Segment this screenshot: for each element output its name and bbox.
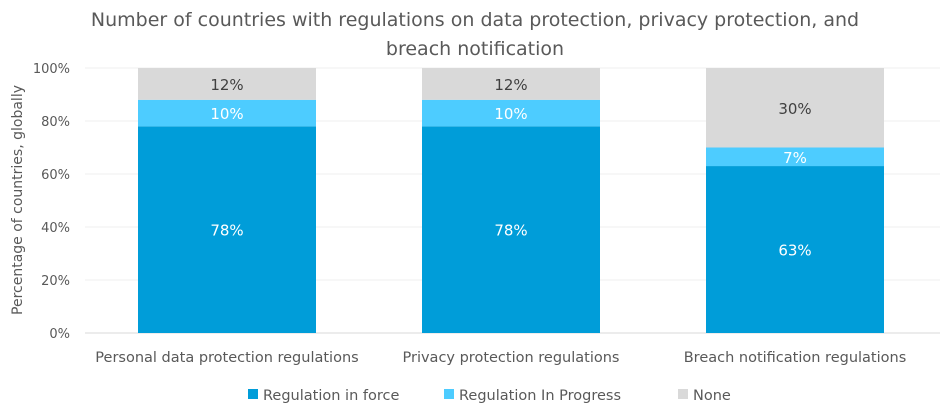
y-tick-label: 20% <box>41 274 70 289</box>
y-tick-label: 60% <box>41 168 70 183</box>
bar-segment <box>422 68 600 100</box>
data-label: 30% <box>778 100 811 118</box>
chart-title-line-2: breach notification <box>386 38 564 60</box>
data-label: 10% <box>494 105 527 123</box>
bar-segment <box>138 99 316 127</box>
bar-segment <box>138 126 316 333</box>
data-label: 78% <box>494 222 527 240</box>
legend-swatch <box>678 389 688 399</box>
bar-segment <box>138 68 316 100</box>
chart-title-line-1: Number of countries with regulations on … <box>91 9 859 31</box>
bar-segment <box>422 99 600 127</box>
x-tick-label: Breach notification regulations <box>684 350 907 366</box>
data-label: 7% <box>783 149 807 167</box>
data-label: 63% <box>778 242 811 260</box>
bar-segment <box>706 166 884 333</box>
data-label: 12% <box>494 76 527 94</box>
bar-segment <box>422 126 600 333</box>
legend-swatch <box>248 389 258 399</box>
bar-segment <box>706 68 884 148</box>
x-tick-label: Personal data protection regulations <box>95 350 358 366</box>
legend-label: Regulation In Progress <box>459 388 621 404</box>
y-axis-label: Percentage of countries, globally <box>10 85 26 315</box>
data-label: 12% <box>210 76 243 94</box>
legend-swatch <box>444 389 454 399</box>
legend-label: Regulation in force <box>263 388 399 404</box>
data-label: 10% <box>210 105 243 123</box>
legend-label: None <box>693 388 731 404</box>
y-tick-label: 80% <box>41 115 70 130</box>
y-tick-label: 100% <box>33 62 70 77</box>
y-tick-label: 40% <box>41 221 70 236</box>
bar-segment <box>706 147 884 167</box>
data-label: 78% <box>210 222 243 240</box>
x-tick-label: Privacy protection regulations <box>403 350 620 366</box>
y-tick-label: 0% <box>49 327 70 342</box>
